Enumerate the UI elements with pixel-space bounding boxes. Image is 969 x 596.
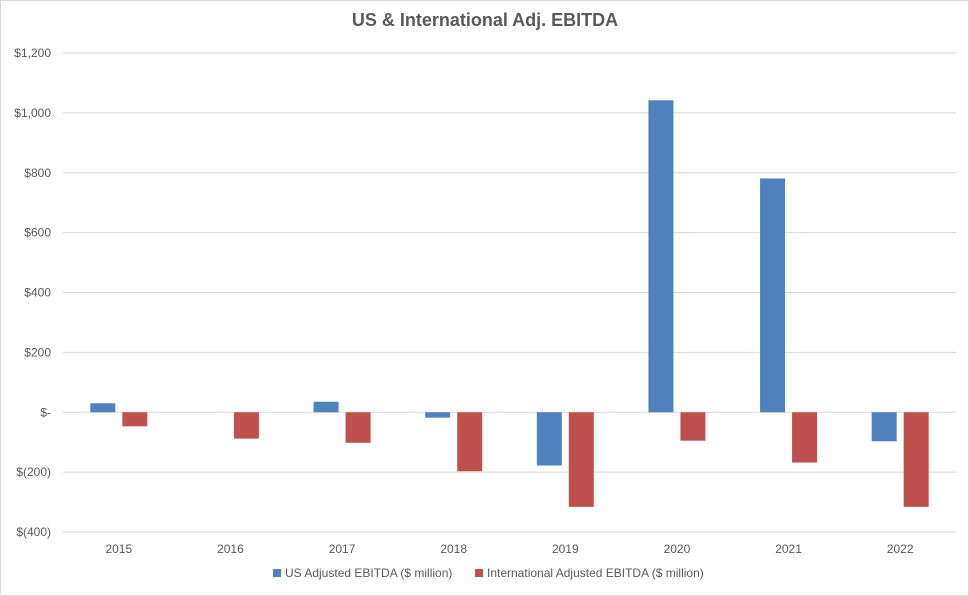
y-axis-tick-labels: $1,200 $1,000 $800 $600 $400 $200 $- $(200) $(40… — [14, 46, 51, 539]
x-tick-label: 2018 — [440, 542, 467, 556]
bars — [90, 100, 929, 507]
y-tick-label: $1,200 — [14, 46, 51, 60]
legend: US Adjusted EBITDA ($ million) Internatio… — [273, 566, 704, 580]
bar-international-2020 — [680, 412, 706, 441]
y-tick-label: $(200) — [16, 465, 51, 479]
bar-us-2022 — [871, 412, 897, 442]
bar-international-2019 — [568, 412, 594, 507]
bar-international-2015 — [122, 412, 148, 427]
bar-us-2015 — [90, 403, 116, 413]
bar-us-2019 — [536, 412, 562, 466]
bar-international-2017 — [345, 412, 371, 443]
y-tick-label: $400 — [24, 286, 51, 300]
y-tick-label: $(400) — [16, 525, 51, 539]
chart-title: US & International Adj. EBITDA — [352, 10, 618, 30]
bar-international-2016 — [233, 412, 259, 439]
y-tick-label: $600 — [24, 226, 51, 240]
y-tick-label: $- — [40, 405, 51, 419]
bar-us-2017 — [313, 401, 339, 413]
x-axis-tick-labels: 2015 2016 2017 2018 2019 2020 2021 2022 — [105, 542, 913, 556]
bar-international-2021 — [792, 412, 818, 463]
bar-international-2022 — [903, 412, 929, 507]
x-tick-label: 2019 — [552, 542, 579, 556]
legend-swatch — [475, 569, 483, 577]
x-tick-label: 2015 — [105, 542, 132, 556]
y-tick-label: $800 — [24, 166, 51, 180]
bar-us-2021 — [760, 178, 786, 413]
y-tick-label: $200 — [24, 345, 51, 359]
bar-international-2018 — [457, 412, 483, 472]
gridlines — [63, 52, 956, 533]
bar-us-2018 — [425, 412, 451, 418]
bar-us-2020 — [648, 100, 674, 413]
legend-label: US Adjusted EBITDA ($ million) — [285, 566, 452, 580]
x-tick-label: 2016 — [217, 542, 244, 556]
y-tick-label: $1,000 — [14, 106, 51, 120]
x-tick-label: 2022 — [887, 542, 914, 556]
x-tick-label: 2020 — [664, 542, 691, 556]
legend-label: International Adjusted EBITDA ($ million… — [487, 566, 704, 580]
x-tick-label: 2021 — [775, 542, 802, 556]
x-tick-label: 2017 — [329, 542, 356, 556]
legend-swatch — [273, 569, 281, 577]
